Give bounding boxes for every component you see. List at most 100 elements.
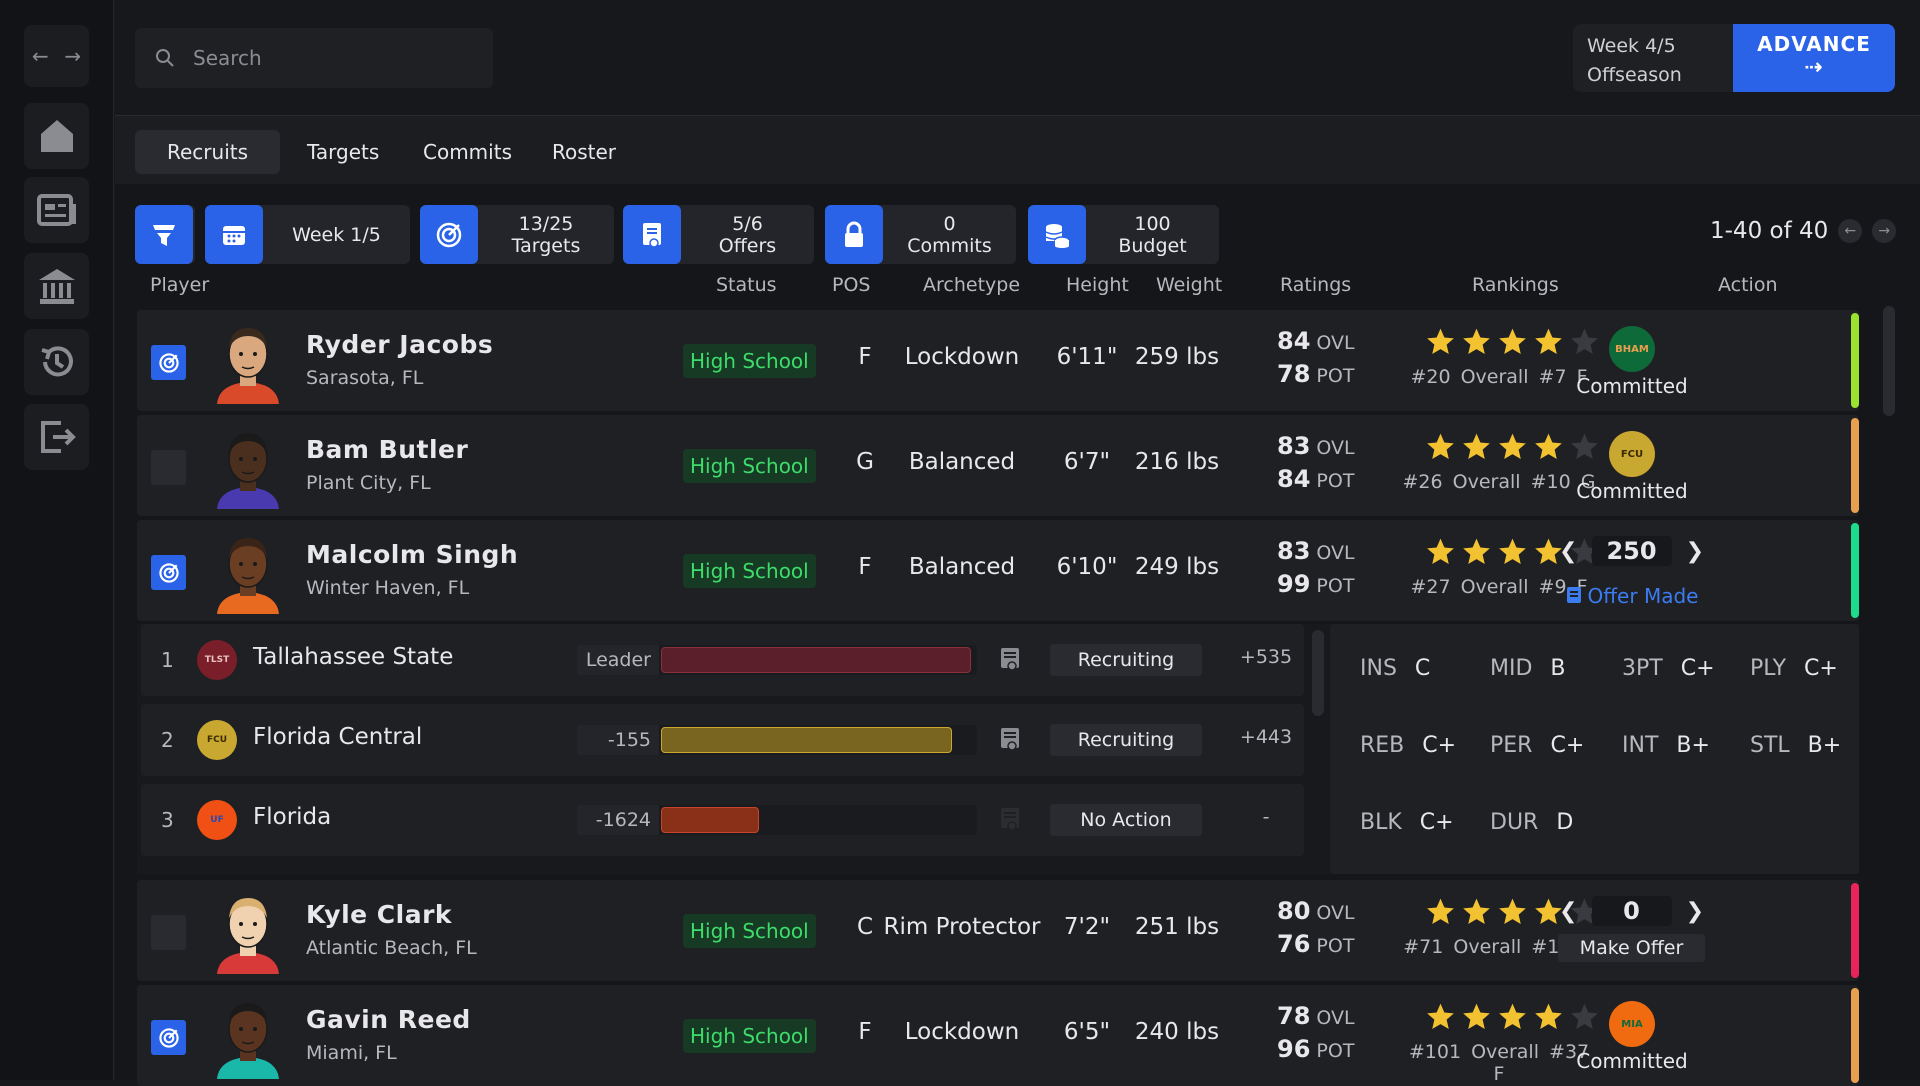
column-status[interactable]: Status <box>716 274 777 296</box>
avatar-icon <box>217 1003 279 1079</box>
offer-made-status[interactable]: Offer Made <box>1532 584 1732 608</box>
exit-button[interactable] <box>24 404 89 470</box>
school-name: Florida Central <box>253 724 423 750</box>
calendar-icon <box>205 205 263 264</box>
player-row[interactable]: Gavin Reed Miami, FL High School F Lockdown 6… <box>137 985 1859 1086</box>
tab-roster[interactable]: Roster <box>552 140 617 164</box>
player-row[interactable]: Kyle Clark Atlantic Beach, FL High School C… <box>137 880 1859 981</box>
position: F <box>858 344 872 370</box>
position-rank: #37 F <box>1493 1041 1590 1085</box>
target-toggle[interactable] <box>151 555 186 590</box>
player-row[interactable]: Bam Butler Plant City, FL High School G Bala… <box>137 415 1859 516</box>
advance-button[interactable]: ADVANCE ⇢ <box>1733 24 1895 92</box>
bank-icon <box>38 269 75 304</box>
offer-document-icon <box>999 726 1021 756</box>
interest-points: - <box>1262 806 1270 828</box>
offers-chip[interactable]: 5/6 Offers <box>623 205 814 264</box>
column-archetype[interactable]: Archetype <box>923 274 1021 296</box>
week-filter-chip[interactable]: Week 1/5 <box>205 205 410 264</box>
tab-targets[interactable]: Targets <box>307 140 380 164</box>
position: C <box>856 914 874 940</box>
interest-difference: -1624 <box>577 805 659 835</box>
target-icon <box>158 562 179 583</box>
star-rating <box>1424 431 1601 463</box>
avatar-icon <box>217 433 279 509</box>
column-rankings[interactable]: Rankings <box>1472 274 1559 296</box>
increase-offer-icon[interactable]: ❯ <box>1685 538 1704 564</box>
player-row[interactable]: Malcolm Singh Winter Haven, FL High School… <box>137 520 1859 621</box>
skill-value: C+ <box>1550 733 1585 758</box>
decrease-offer-icon[interactable]: ❮ <box>1559 538 1578 564</box>
star-icon <box>1535 538 1562 564</box>
player-name[interactable]: Bam Butler <box>306 435 469 464</box>
star-icon <box>1535 328 1562 354</box>
decrease-offer-icon[interactable]: ❮ <box>1559 898 1578 924</box>
tab-commits[interactable]: Commits <box>423 140 512 164</box>
commits-chip[interactable]: 0 Commits <box>825 205 1016 264</box>
pagination-label: 1-40 of 40 <box>1710 218 1829 244</box>
ovl-label: OVL <box>1316 1007 1355 1029</box>
recruiting-detail-panel: 1 TLST Tallahassee State Leader Recruiting +5… <box>137 624 1859 874</box>
height: 7'2" <box>1063 914 1111 940</box>
pot-label: POT <box>1316 1040 1355 1062</box>
pot-label: POT <box>1316 365 1355 387</box>
star-icon <box>1427 433 1454 459</box>
player-name[interactable]: Ryder Jacobs <box>306 330 494 359</box>
target-toggle[interactable] <box>151 1020 186 1055</box>
budget-chip[interactable]: 100 Budget <box>1028 205 1219 264</box>
main-scrollbar[interactable] <box>1883 306 1895 416</box>
offer-amount[interactable]: 250 <box>1591 536 1672 566</box>
bank-button[interactable] <box>24 253 89 319</box>
filter-button[interactable] <box>135 205 195 264</box>
weight: 259 lbs <box>1134 344 1220 370</box>
potential-rating: 76 POT <box>1277 930 1354 958</box>
home-button[interactable] <box>24 103 89 169</box>
player-row[interactable]: Ryder Jacobs Sarasota, FL High School F Lock… <box>137 310 1859 411</box>
committed-label: Committed <box>1576 374 1688 398</box>
star-icon <box>1463 1003 1490 1029</box>
prev-page-icon[interactable]: ← <box>1838 219 1863 243</box>
column-player[interactable]: Player <box>150 274 210 296</box>
interest-scrollbar[interactable] <box>1312 630 1324 716</box>
target-toggle[interactable] <box>151 345 186 380</box>
offer-amount[interactable]: 0 <box>1591 896 1672 926</box>
column-pos[interactable]: POS <box>832 274 871 296</box>
forward-arrow-icon[interactable]: → <box>64 44 82 68</box>
player-name[interactable]: Malcolm Singh <box>306 540 519 569</box>
tab-recruits[interactable]: Recruits <box>135 130 281 174</box>
skill-value: D <box>1556 810 1574 835</box>
offer-stepper: ❮ 250 ❯ <box>1559 536 1704 566</box>
skill-grade: PER C+ <box>1490 733 1584 758</box>
height: 6'10" <box>1056 554 1118 580</box>
star-icon <box>1463 898 1490 924</box>
star-icon <box>1499 898 1526 924</box>
offer-stepper: ❮ 0 ❯ <box>1559 896 1704 926</box>
column-height[interactable]: Height <box>1066 274 1129 296</box>
column-weight[interactable]: Weight <box>1156 274 1223 296</box>
skill-grade: BLK C+ <box>1360 810 1454 835</box>
target-icon <box>420 205 478 264</box>
targets-chip[interactable]: 13/25 Targets <box>420 205 614 264</box>
news-button[interactable] <box>24 177 89 243</box>
next-page-icon[interactable]: → <box>1872 219 1897 243</box>
increase-offer-icon[interactable]: ❯ <box>1685 898 1704 924</box>
column-action[interactable]: Action <box>1718 274 1778 296</box>
offer-document-icon <box>1566 587 1581 603</box>
target-toggle[interactable] <box>151 915 186 950</box>
star-icon <box>1571 898 1598 924</box>
make-offer-button[interactable]: Make Offer <box>1558 934 1705 962</box>
player-name[interactable]: Kyle Clark <box>306 900 453 929</box>
school-logo: TLST <box>197 640 237 680</box>
skill-grade: MID B <box>1490 656 1566 681</box>
pot-label: POT <box>1316 575 1355 597</box>
recruiting-status: Recruiting <box>1050 724 1202 756</box>
target-toggle[interactable] <box>151 450 186 485</box>
column-ratings[interactable]: Ratings <box>1280 274 1352 296</box>
player-name[interactable]: Gavin Reed <box>306 1005 471 1034</box>
star-icon <box>1499 433 1526 459</box>
back-arrow-icon[interactable]: ← <box>31 44 49 68</box>
history-button[interactable] <box>24 329 89 395</box>
skill-value: B+ <box>1807 733 1842 758</box>
search-input[interactable]: Search <box>135 28 493 88</box>
interest-bar <box>661 807 759 833</box>
